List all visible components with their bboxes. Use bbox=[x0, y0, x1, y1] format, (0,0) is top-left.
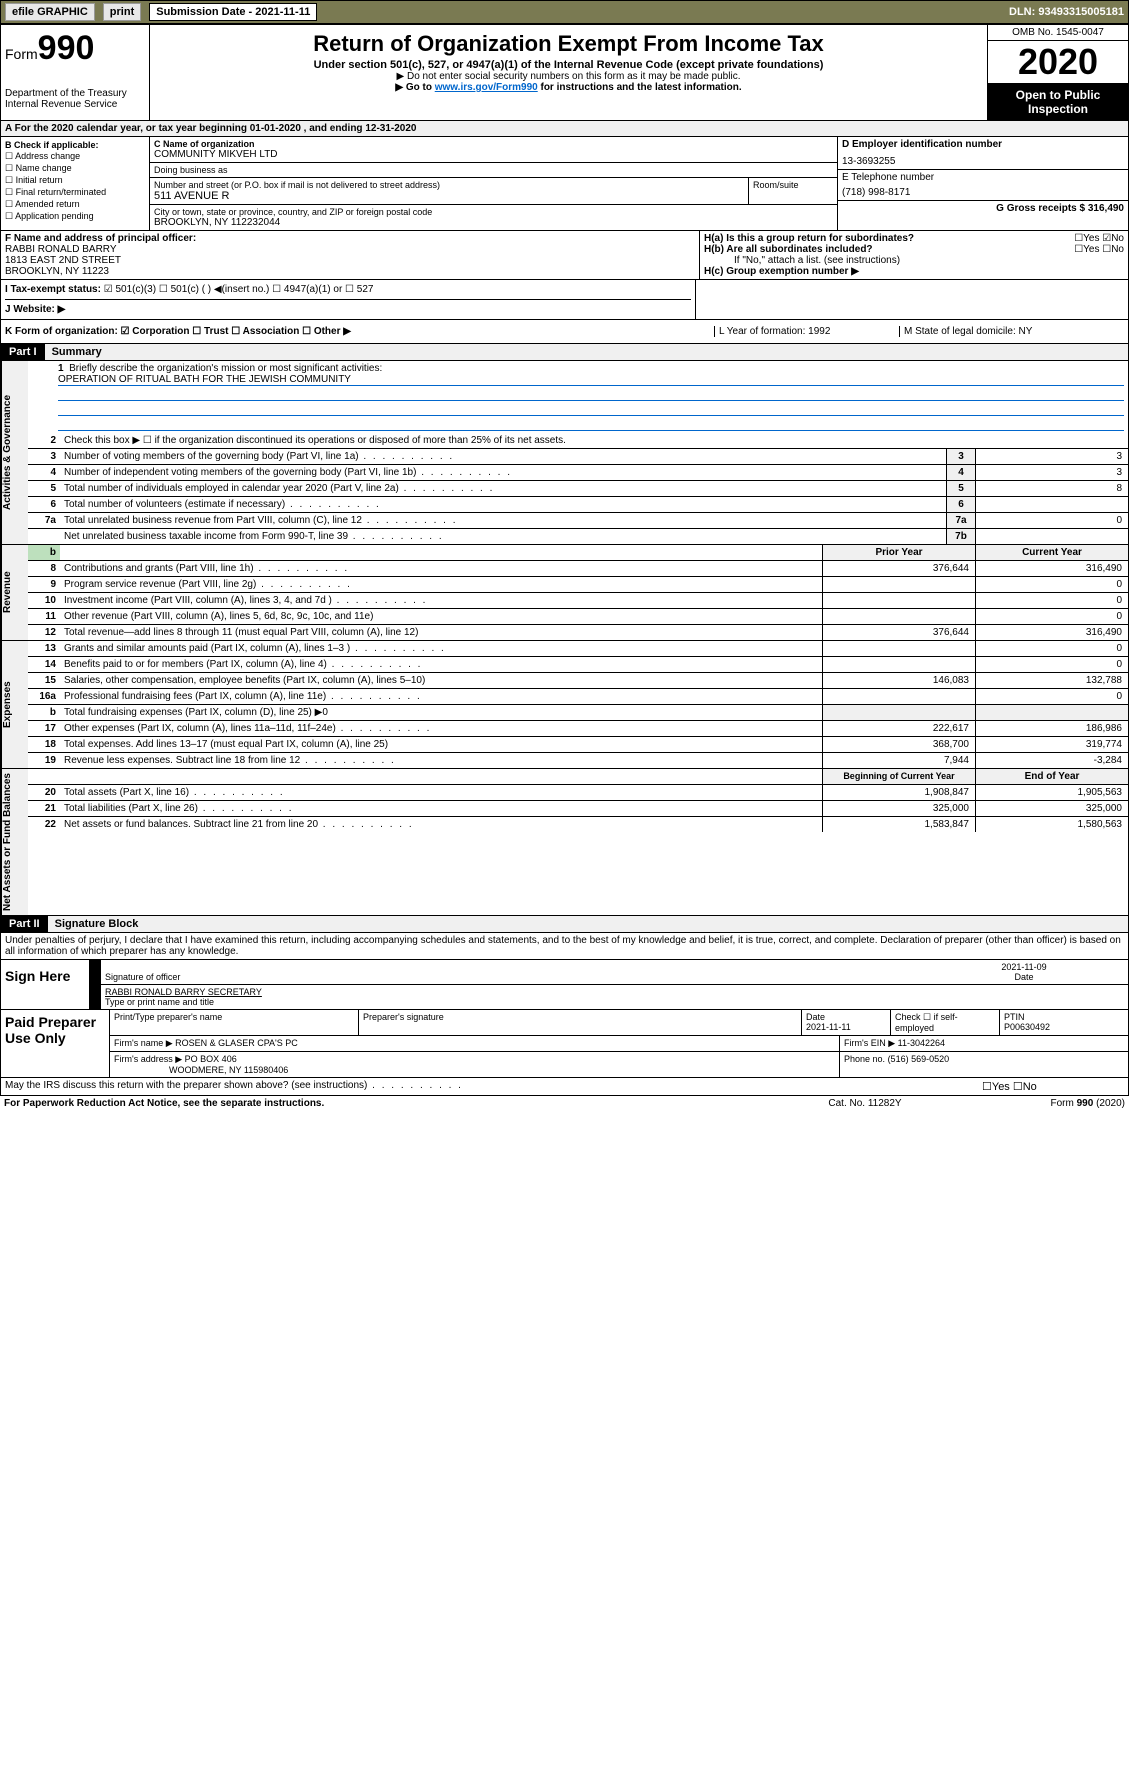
phone-value: (718) 998-8171 bbox=[842, 187, 1124, 198]
note-ssn: ▶ Do not enter social security numbers o… bbox=[158, 71, 979, 82]
form-container: Form990 Department of the Treasury Inter… bbox=[0, 24, 1129, 1096]
submission-date: Submission Date - 2021-11-11 bbox=[149, 3, 317, 21]
omb-number: OMB No. 1545-0047 bbox=[988, 25, 1128, 41]
form-title: Return of Organization Exempt From Incom… bbox=[158, 31, 979, 57]
l4-value: 3 bbox=[975, 465, 1128, 480]
side-expenses: Expenses bbox=[1, 641, 28, 768]
org-name: COMMUNITY MIKVEH LTD bbox=[154, 149, 833, 160]
discuss-question: May the IRS discuss this return with the… bbox=[1, 1078, 976, 1095]
side-netassets: Net Assets or Fund Balances bbox=[1, 769, 28, 915]
part1-header: Part I bbox=[1, 344, 45, 360]
irs-link[interactable]: www.irs.gov/Form990 bbox=[435, 82, 538, 93]
mission-text: OPERATION OF RITUAL BATH FOR THE JEWISH … bbox=[58, 374, 1124, 386]
row-k-form-org: K Form of organization: ☑ Corporation ☐ … bbox=[5, 326, 714, 337]
form-number: Form990 bbox=[5, 29, 145, 68]
officer-signature-name: RABBI RONALD BARRY SECRETARY bbox=[105, 987, 262, 997]
open-public-badge: Open to Public Inspection bbox=[988, 84, 1128, 120]
dept-label: Department of the Treasury Internal Reve… bbox=[5, 88, 145, 110]
form-subtitle: Under section 501(c), 527, or 4947(a)(1)… bbox=[158, 59, 979, 71]
side-governance: Activities & Governance bbox=[1, 361, 28, 544]
efile-label: efile GRAPHIC bbox=[5, 3, 95, 21]
print-button[interactable]: print bbox=[103, 3, 141, 21]
footer-cat: Cat. No. 11282Y bbox=[765, 1098, 965, 1109]
footer-paperwork: For Paperwork Reduction Act Notice, see … bbox=[4, 1098, 324, 1109]
state-domicile: M State of legal domicile: NY bbox=[899, 326, 1124, 337]
preparer-label: Paid Preparer Use Only bbox=[1, 1010, 109, 1077]
firm-name: ROSEN & GLASER CPA'S PC bbox=[175, 1038, 298, 1048]
l3-value: 3 bbox=[975, 449, 1128, 464]
officer-name: RABBI RONALD BARRY bbox=[5, 244, 117, 255]
part2-title: Signature Block bbox=[51, 916, 143, 932]
part1-title: Summary bbox=[48, 344, 106, 360]
l7a-value: 0 bbox=[975, 513, 1128, 528]
l6-value bbox=[975, 497, 1128, 512]
part2-header: Part II bbox=[1, 916, 48, 932]
ein-value: 13-3693255 bbox=[842, 156, 1124, 167]
l7b-value bbox=[975, 529, 1128, 544]
row-a-period: A For the 2020 calendar year, or tax yea… bbox=[1, 121, 1128, 137]
dln-label: DLN: 93493315005181 bbox=[1009, 6, 1124, 18]
tax-year: 2020 bbox=[988, 41, 1128, 84]
street-address: 511 AVENUE R bbox=[154, 190, 744, 202]
top-bar: efile GRAPHIC print Submission Date - 20… bbox=[0, 0, 1129, 24]
city-state-zip: BROOKLYN, NY 112232044 bbox=[154, 217, 833, 228]
note-link: ▶ Go to www.irs.gov/Form990 for instruct… bbox=[158, 82, 979, 93]
l5-value: 8 bbox=[975, 481, 1128, 496]
side-revenue: Revenue bbox=[1, 545, 28, 640]
col-b-checkboxes: B Check if applicable: ☐ Address change … bbox=[1, 137, 150, 230]
arrow-icon bbox=[89, 960, 101, 1009]
gross-receipts: G Gross receipts $ 316,490 bbox=[996, 203, 1124, 214]
sign-here-label: Sign Here bbox=[1, 960, 89, 1009]
footer-form: Form 990 (2020) bbox=[965, 1098, 1125, 1109]
year-formation: L Year of formation: 1992 bbox=[714, 326, 899, 337]
perjury-statement: Under penalties of perjury, I declare th… bbox=[1, 933, 1128, 960]
